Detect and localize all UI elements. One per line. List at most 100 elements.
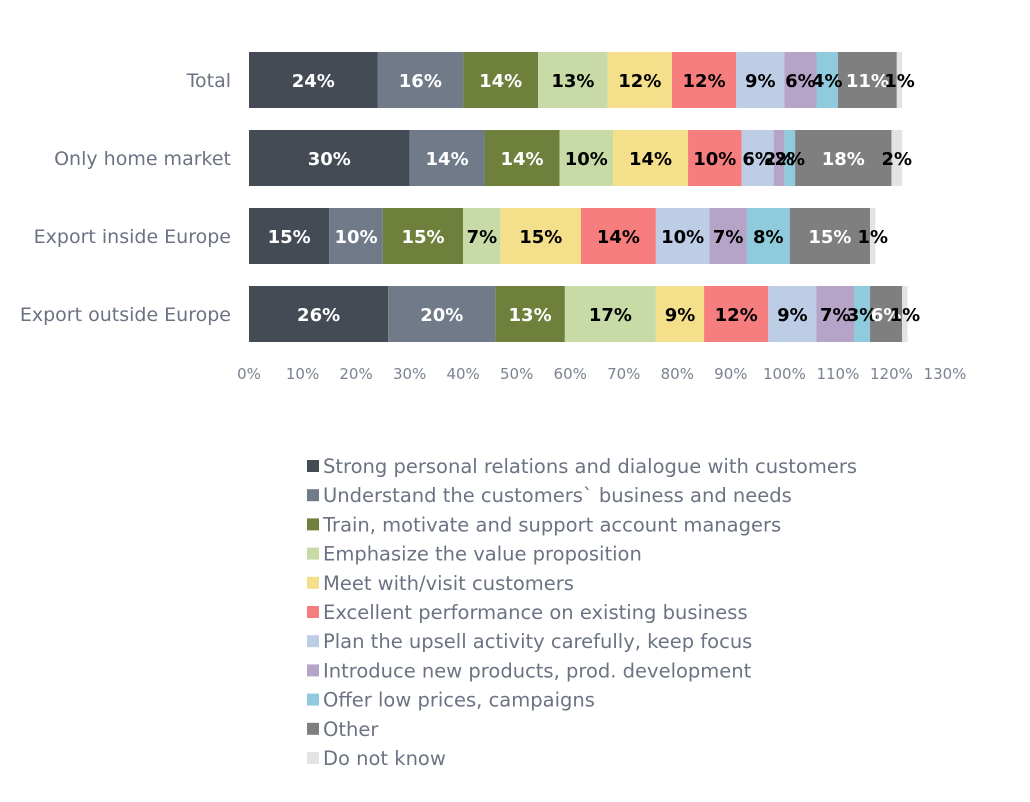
data-label: 2% xyxy=(882,149,913,170)
legend-swatch xyxy=(307,664,319,677)
data-label: 1% xyxy=(857,227,888,248)
bar-segment xyxy=(853,286,871,342)
x-tick-label: 80% xyxy=(661,365,694,383)
data-label: 12% xyxy=(683,71,726,92)
legend-swatch xyxy=(307,576,319,589)
bar-segment xyxy=(704,286,769,342)
data-label: 6% xyxy=(871,305,902,326)
x-tick-label: 50% xyxy=(500,365,533,383)
bar-segment xyxy=(688,130,742,186)
data-label: 4% xyxy=(812,71,843,92)
x-tick-label: 10% xyxy=(286,365,319,383)
data-label: 9% xyxy=(665,305,696,326)
bar-segment xyxy=(613,130,689,186)
legend-swatch xyxy=(307,518,319,531)
legend-entry: Emphasize the value proposition xyxy=(323,543,642,566)
x-tick-label: 90% xyxy=(714,365,747,383)
bar-segment xyxy=(655,286,705,342)
value-axis: 0% 10% 20% 30% 40% 50% 60% 70% 80% 90% 100% 110% 120… xyxy=(237,365,966,383)
bar-segment xyxy=(377,52,464,108)
bar-segment xyxy=(249,208,330,264)
bar-segment xyxy=(484,130,560,186)
bar-segment xyxy=(816,52,838,108)
data-label: 7% xyxy=(467,227,498,248)
data-label: 13% xyxy=(509,305,552,326)
data-label: 7% xyxy=(820,305,851,326)
bar-segment xyxy=(409,130,485,186)
data-label: 24% xyxy=(292,71,335,92)
data-label: 8% xyxy=(753,227,784,248)
data-label: 20% xyxy=(420,305,463,326)
data-labels-layer: 24% 16% 14% 13% 12% 12% 9% 6%4% 11%1%30% 14% 14% 10… xyxy=(268,71,921,326)
x-tick-label: 120% xyxy=(870,365,913,383)
legend: Strong personal relations and dialogue w… xyxy=(307,455,857,770)
bar-segment xyxy=(768,286,817,342)
data-label: 14% xyxy=(629,149,672,170)
bar-segment xyxy=(463,52,539,108)
bar-segment xyxy=(388,286,496,342)
data-label: 15% xyxy=(268,227,311,248)
bar-segment xyxy=(891,130,903,186)
data-label: 12% xyxy=(715,305,758,326)
data-label: 12% xyxy=(618,71,661,92)
bar-segment xyxy=(784,130,796,186)
bar-segment xyxy=(249,52,378,108)
bar-segment xyxy=(795,130,892,186)
data-label: 6% xyxy=(742,149,773,170)
data-label: 10% xyxy=(335,227,378,248)
bars-layer xyxy=(249,52,908,342)
bar-segment xyxy=(736,52,785,108)
legend-swatch xyxy=(307,635,319,648)
legend-entry: Other xyxy=(323,718,379,741)
data-label: 14% xyxy=(479,71,522,92)
data-label: 1% xyxy=(884,71,915,92)
legend-entry: Introduce new products, prod. developmen… xyxy=(323,659,752,682)
legend-entry: Train, motivate and support account mana… xyxy=(322,513,781,536)
legend-swatch xyxy=(307,722,319,735)
bar-segment xyxy=(896,52,903,108)
data-label: 16% xyxy=(399,71,442,92)
bar-segment xyxy=(837,52,897,108)
category-label: Total xyxy=(186,70,231,92)
bar-segment xyxy=(382,208,464,264)
bar-segment xyxy=(500,208,581,264)
data-label: 26% xyxy=(297,305,340,326)
data-label: 15% xyxy=(519,227,562,248)
legend-entry: Excellent performance on existing busine… xyxy=(323,601,748,624)
category-label: Only home market xyxy=(54,148,231,170)
bar-segment xyxy=(538,52,608,108)
bar-segment xyxy=(580,208,656,264)
x-tick-label: 0% xyxy=(237,365,261,383)
x-tick-label: 20% xyxy=(339,365,372,383)
bar-segment xyxy=(249,130,410,186)
data-label: 9% xyxy=(777,305,808,326)
bar-segment xyxy=(709,208,747,264)
x-tick-label: 130% xyxy=(924,365,967,383)
bar-segment xyxy=(329,208,383,264)
bar-segment xyxy=(607,52,672,108)
x-tick-label: 110% xyxy=(816,365,859,383)
data-label: 1% xyxy=(890,305,921,326)
data-label: 15% xyxy=(808,227,851,248)
data-label: 10% xyxy=(693,149,736,170)
data-label: 15% xyxy=(401,227,444,248)
category-label: Export outside Europe xyxy=(20,304,231,326)
bar-segment xyxy=(902,286,908,342)
legend-entry: Understand the customers` business and n… xyxy=(323,484,792,507)
data-label: 30% xyxy=(308,149,351,170)
bar-segment xyxy=(564,286,656,342)
category-axis: Total Only home market Export inside Europ… xyxy=(20,70,231,326)
legend-entry: Plan the upsell activity carefully, keep… xyxy=(323,630,752,653)
legend-swatch xyxy=(307,693,319,706)
legend-entry: Offer low prices, campaigns xyxy=(323,689,595,712)
data-label: 10% xyxy=(565,149,608,170)
bar-segment xyxy=(746,208,790,264)
data-label: 14% xyxy=(426,149,469,170)
legend-swatch xyxy=(307,606,319,618)
legend-swatch xyxy=(307,460,319,472)
bar-segment xyxy=(870,208,876,264)
legend-swatch xyxy=(307,547,319,560)
x-tick-label: 60% xyxy=(554,365,587,383)
legend-entry: Meet with/visit customers xyxy=(323,572,574,595)
